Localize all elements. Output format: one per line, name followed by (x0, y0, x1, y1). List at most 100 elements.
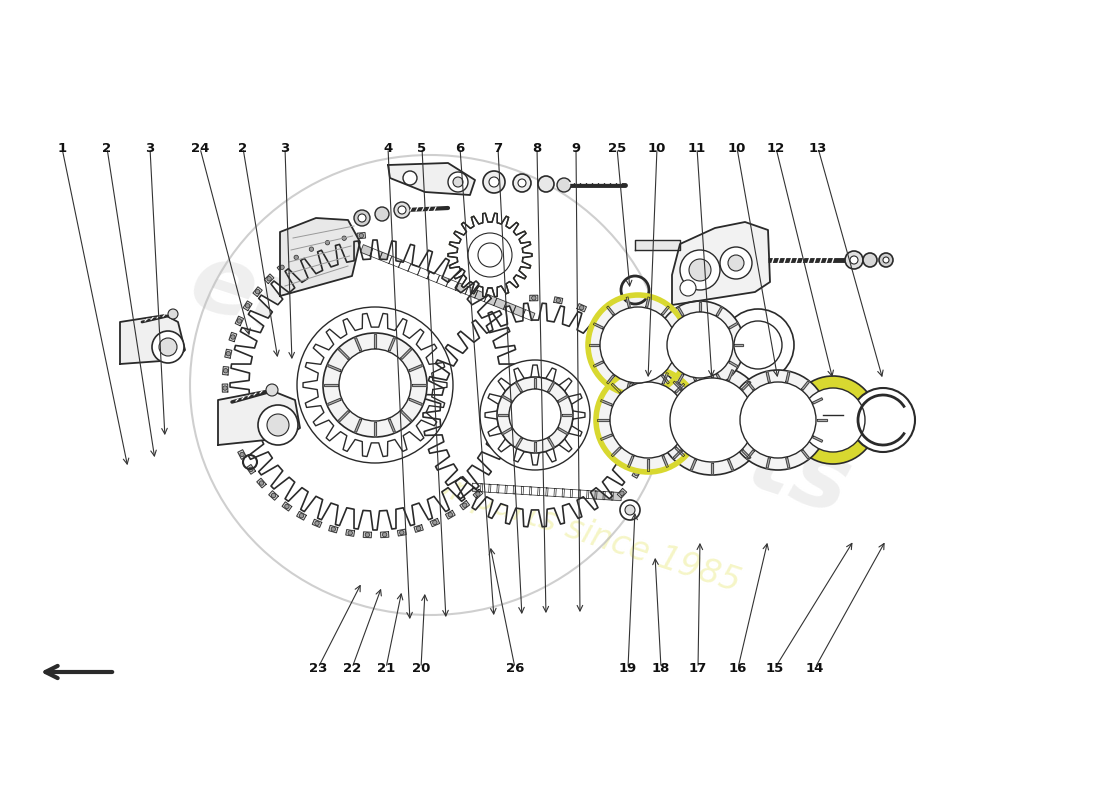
Circle shape (398, 206, 406, 214)
Text: 22: 22 (343, 662, 361, 674)
Circle shape (267, 277, 272, 281)
Circle shape (509, 389, 561, 441)
Circle shape (619, 491, 624, 495)
Polygon shape (408, 264, 420, 275)
Circle shape (403, 171, 417, 185)
Polygon shape (558, 427, 568, 434)
Text: 10: 10 (648, 142, 667, 154)
Polygon shape (430, 518, 440, 526)
Polygon shape (475, 290, 487, 302)
Polygon shape (648, 422, 654, 431)
Polygon shape (397, 529, 406, 536)
Polygon shape (448, 214, 532, 297)
Polygon shape (684, 434, 695, 441)
Polygon shape (734, 436, 744, 442)
Polygon shape (747, 381, 755, 390)
Polygon shape (455, 283, 469, 294)
Circle shape (518, 179, 526, 187)
Polygon shape (554, 488, 564, 497)
Polygon shape (628, 456, 634, 467)
Circle shape (240, 452, 244, 457)
Text: 10: 10 (728, 142, 746, 154)
Polygon shape (379, 252, 392, 263)
Polygon shape (522, 310, 535, 321)
Text: 2: 2 (239, 142, 248, 154)
Polygon shape (374, 422, 376, 436)
Polygon shape (698, 302, 701, 311)
Text: 16: 16 (729, 662, 747, 674)
Polygon shape (264, 274, 274, 283)
Polygon shape (324, 384, 338, 386)
Polygon shape (691, 459, 696, 470)
Circle shape (448, 513, 452, 517)
Polygon shape (747, 450, 755, 459)
Circle shape (680, 280, 696, 296)
Polygon shape (322, 239, 332, 246)
Polygon shape (427, 271, 439, 282)
Circle shape (285, 504, 289, 509)
Polygon shape (358, 233, 365, 238)
Polygon shape (691, 370, 696, 381)
Circle shape (580, 306, 584, 310)
Circle shape (399, 530, 404, 534)
Polygon shape (253, 287, 262, 297)
Circle shape (531, 296, 536, 300)
Polygon shape (538, 487, 548, 496)
Polygon shape (312, 519, 322, 527)
Polygon shape (354, 338, 362, 351)
Circle shape (238, 318, 242, 323)
Polygon shape (339, 348, 350, 359)
Polygon shape (672, 322, 683, 329)
Polygon shape (513, 486, 524, 494)
Polygon shape (238, 450, 246, 459)
Circle shape (315, 521, 319, 526)
Text: 18: 18 (652, 662, 670, 674)
Polygon shape (374, 334, 376, 348)
Polygon shape (678, 307, 684, 316)
Polygon shape (673, 450, 682, 459)
Polygon shape (548, 382, 554, 392)
Text: 24: 24 (190, 142, 209, 154)
Circle shape (480, 360, 590, 470)
Polygon shape (230, 240, 520, 530)
Text: a passion for parts since 1985: a passion for parts since 1985 (255, 411, 745, 598)
Polygon shape (598, 315, 608, 324)
Circle shape (497, 377, 573, 453)
Polygon shape (277, 262, 287, 272)
Polygon shape (813, 398, 823, 404)
Text: 21: 21 (377, 662, 395, 674)
Polygon shape (612, 383, 621, 393)
Circle shape (343, 353, 407, 417)
Circle shape (462, 503, 466, 507)
Text: 25: 25 (608, 142, 626, 154)
Text: 9: 9 (571, 142, 581, 154)
Polygon shape (307, 245, 316, 254)
Polygon shape (673, 381, 682, 390)
Circle shape (348, 530, 352, 535)
Polygon shape (339, 410, 350, 422)
Circle shape (168, 309, 178, 319)
Polygon shape (223, 401, 230, 410)
Polygon shape (548, 438, 554, 448)
Polygon shape (224, 350, 232, 358)
Polygon shape (370, 249, 382, 260)
Polygon shape (388, 163, 475, 195)
Circle shape (634, 354, 638, 358)
Polygon shape (647, 459, 649, 471)
Polygon shape (661, 374, 670, 384)
Polygon shape (570, 490, 581, 498)
Polygon shape (646, 297, 650, 307)
Text: 11: 11 (688, 142, 706, 154)
Polygon shape (628, 373, 634, 384)
Polygon shape (503, 427, 513, 434)
Polygon shape (505, 486, 516, 494)
Polygon shape (282, 502, 292, 511)
Polygon shape (424, 303, 647, 526)
Polygon shape (676, 344, 688, 346)
Text: 7: 7 (494, 142, 503, 154)
Polygon shape (802, 381, 810, 390)
Circle shape (538, 176, 554, 192)
Polygon shape (447, 279, 459, 290)
Polygon shape (222, 366, 229, 375)
Circle shape (233, 437, 238, 441)
